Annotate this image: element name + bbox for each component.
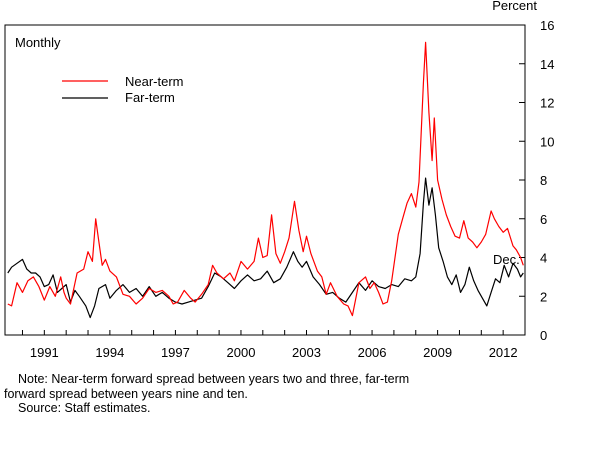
x-tick-label: 1997 <box>161 345 190 360</box>
y-tick-label: 6 <box>540 212 547 227</box>
y-tick-label: 0 <box>540 328 547 343</box>
x-tick-label: 2003 <box>292 345 321 360</box>
y-tick-label: 4 <box>540 251 547 266</box>
y-tick-label: 8 <box>540 173 547 188</box>
x-tick-label: 1994 <box>95 345 124 360</box>
series-line-near-term <box>7 41 524 317</box>
chart-notes: Note: Near-term forward spread between y… <box>0 372 600 416</box>
y-tick-label: 2 <box>540 289 547 304</box>
y-tick-label: 14 <box>540 57 554 72</box>
y-tick-label: 12 <box>540 96 554 111</box>
frequency-label: Monthly <box>15 35 61 50</box>
axis-ticks: 0 2 4 6 8 10 12 14 16 1991 1994 1997 2000 2003 2006 200… <box>21 18 554 360</box>
y-axis-unit-label: Percent <box>492 0 537 13</box>
plot-frame <box>4 24 526 336</box>
x-tick-label: 2009 <box>423 345 452 360</box>
series-lines <box>7 41 524 319</box>
x-tick-label: 1991 <box>30 345 59 360</box>
end-date-label: Dec. <box>493 252 520 267</box>
line-chart: Percent Monthly Dec. Near-term Far-term … <box>4 0 554 360</box>
note-line-1: Note: Near-term forward spread between y… <box>18 372 410 386</box>
x-tick-label: 2006 <box>358 345 387 360</box>
x-tick-label: 2000 <box>227 345 256 360</box>
legend: Near-term Far-term <box>62 74 184 105</box>
series-line-far-term <box>7 177 524 319</box>
legend-label-near-term: Near-term <box>125 74 184 89</box>
y-tick-label: 16 <box>540 18 554 33</box>
legend-label-far-term: Far-term <box>125 90 175 105</box>
source-line: Source: Staff estimates. <box>18 401 151 415</box>
note-line-2: forward spread between years nine and te… <box>4 386 248 401</box>
y-tick-label: 10 <box>540 134 554 149</box>
x-tick-label: 2012 <box>489 345 518 360</box>
